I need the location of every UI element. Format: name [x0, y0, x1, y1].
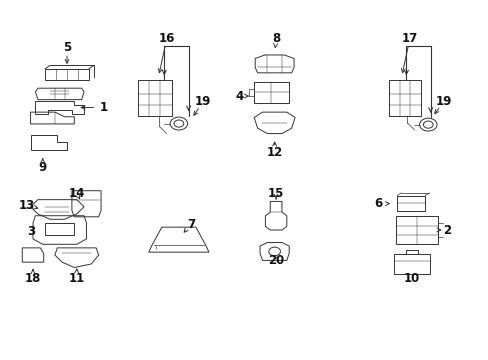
Text: 19: 19: [195, 95, 211, 108]
Text: 18: 18: [25, 272, 41, 285]
Bar: [396, 216, 437, 244]
Bar: [388, 80, 420, 116]
Text: 20: 20: [267, 254, 284, 267]
Text: 13: 13: [19, 198, 35, 212]
Text: 15: 15: [267, 187, 284, 200]
Text: 14: 14: [68, 187, 85, 200]
Text: 12: 12: [266, 147, 282, 159]
Bar: [396, 196, 425, 211]
Text: 4: 4: [235, 90, 243, 103]
Text: 19: 19: [435, 95, 451, 108]
Text: 17: 17: [401, 32, 417, 45]
Text: 9: 9: [39, 161, 47, 174]
Bar: [45, 69, 89, 80]
Text: 2: 2: [442, 224, 450, 237]
Bar: [393, 253, 429, 274]
Bar: [137, 80, 171, 116]
Text: 1: 1: [99, 101, 107, 114]
Text: 6: 6: [373, 197, 382, 211]
Text: 10: 10: [403, 272, 420, 285]
Text: 5: 5: [63, 41, 71, 54]
Text: 7: 7: [186, 218, 195, 231]
Text: 11: 11: [68, 272, 85, 285]
Text: 3: 3: [27, 225, 36, 238]
Text: 8: 8: [271, 32, 280, 45]
Text: 16: 16: [158, 32, 175, 45]
Bar: [253, 82, 288, 103]
Bar: [406, 250, 417, 253]
